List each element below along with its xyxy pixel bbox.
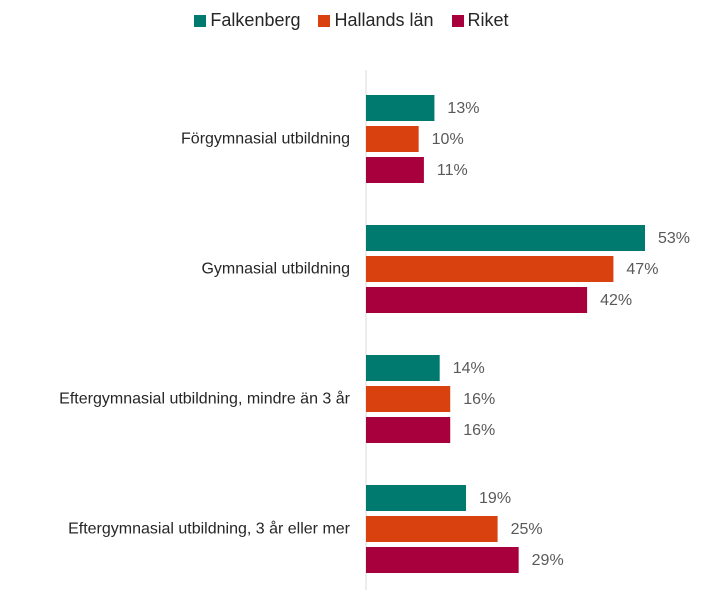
bar (366, 126, 419, 152)
bar (366, 485, 467, 511)
value-label: 11% (437, 162, 468, 179)
legend-label: Hallands län (334, 10, 434, 30)
category-text: Förgymnasial utbildning (181, 130, 350, 148)
category-label: Förgymnasial utbildning (5, 129, 350, 150)
legend-label: Falkenberg (210, 10, 301, 30)
value-label: 13% (447, 100, 479, 117)
value-label: 53% (658, 230, 690, 247)
bar (366, 256, 614, 282)
value-label: 19% (479, 490, 511, 507)
bar (366, 417, 451, 443)
bar (366, 287, 588, 313)
category-text: Eftergymnasial utbildning, mindre än 3 å… (59, 390, 350, 408)
legend-swatch (318, 14, 331, 27)
legend-swatch (451, 14, 464, 27)
category-label: Eftergymnasial utbildning, mindre än 3 å… (5, 389, 350, 410)
category-text: Gymnasial utbildning (201, 260, 350, 278)
bar (366, 157, 424, 183)
bar (366, 516, 498, 542)
value-label: 16% (463, 422, 495, 439)
bar (366, 355, 440, 381)
legend-item: Hallands län (318, 10, 434, 31)
legend-swatch (194, 14, 207, 27)
value-label: 42% (600, 292, 632, 309)
value-label: 10% (432, 131, 464, 148)
category-text: Eftergymnasial utbildning, 3 år eller me… (68, 520, 350, 538)
bar (366, 95, 435, 121)
bar (366, 225, 645, 251)
bar (366, 386, 451, 412)
legend-item: Riket (451, 10, 509, 31)
value-label: 25% (511, 521, 543, 538)
value-label: 16% (463, 391, 495, 408)
legend: Falkenberg Hallands län Riket (0, 10, 703, 31)
bar (366, 547, 519, 573)
value-label: 47% (626, 261, 658, 278)
value-label: 29% (532, 552, 564, 569)
category-label: Gymnasial utbildning (5, 259, 350, 280)
legend-label: Riket (467, 10, 509, 30)
category-label: Eftergymnasial utbildning, 3 år eller me… (5, 519, 350, 540)
value-label: 14% (453, 360, 485, 377)
legend-item: Falkenberg (194, 10, 300, 31)
